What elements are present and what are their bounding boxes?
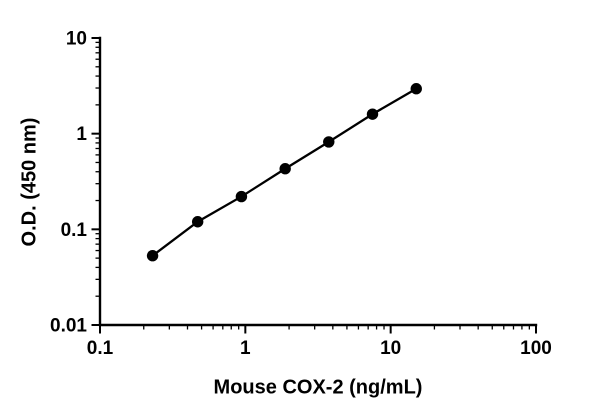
- data-point: [279, 163, 291, 175]
- axis-spines: [98, 36, 538, 327]
- data-point: [410, 83, 422, 95]
- data-point: [191, 216, 204, 228]
- x-tick-label: 0.1: [87, 338, 114, 359]
- data-point: [366, 108, 379, 120]
- data-point: [323, 136, 335, 148]
- x-tick-label: 1: [240, 338, 251, 359]
- data-point: [146, 250, 159, 262]
- y-axis-title: O.D. (450 nm): [18, 117, 41, 247]
- y-tick-label: 1: [76, 124, 87, 145]
- x-axis-title: Mouse COX-2 (ng/mL): [213, 376, 423, 399]
- data-point: [235, 190, 248, 203]
- y-tick-label: 0.1: [61, 220, 88, 241]
- y-tick-label: 0.01: [50, 316, 87, 337]
- x-tick-label: 10: [380, 338, 401, 359]
- x-tick-label: 100: [520, 338, 552, 359]
- y-tick-label: 10: [66, 29, 87, 50]
